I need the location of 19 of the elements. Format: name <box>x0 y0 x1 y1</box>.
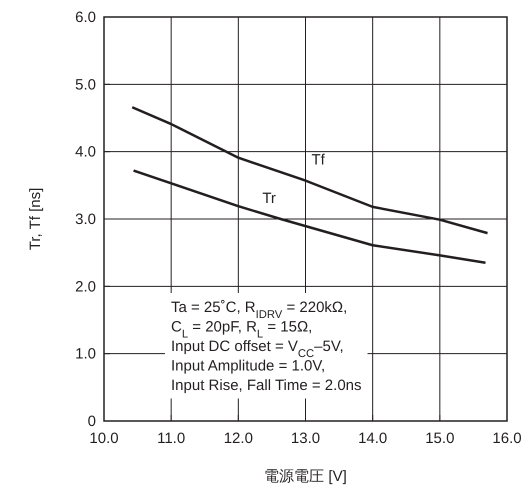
y-tick-label: 4.0 <box>75 144 96 161</box>
y-tick-label: 5.0 <box>75 76 96 94</box>
series-label: Tr <box>262 190 276 208</box>
y-tick-label: 1.0 <box>75 346 96 363</box>
y-tick-label: 3.0 <box>75 211 96 228</box>
y-tick-label: 2.0 <box>75 278 96 296</box>
y-tick-label: 0 <box>88 413 96 430</box>
x-tick-label: 16.0 <box>492 430 522 447</box>
series-label: Tf <box>312 152 326 169</box>
y-tick-label: 6.0 <box>75 9 96 26</box>
x-tick-label: 15.0 <box>425 430 454 447</box>
x-tick-label: 13.0 <box>290 430 320 447</box>
x-tick-label: 12.0 <box>224 430 253 447</box>
x-axis-title: 電源電圧 [V] <box>264 468 347 485</box>
x-tick-label: 10.0 <box>89 430 119 447</box>
x-tick-label: 14.0 <box>358 430 388 447</box>
x-tick-label: 11.0 <box>157 430 186 447</box>
text: Ta = 25˚C, R$_{IDRV}$ = 220kΩ, C$_{L}$ = 20pF, R$_{L}$ = 15Ω, Input DC offset = V$_{CC}$–5V, Input Amplitude = 1.0V, Input Rise, Fall Time = 2.0ns <box>171 299 362 394</box>
y-axis-title: Tr, Tf [ns] <box>27 188 44 250</box>
